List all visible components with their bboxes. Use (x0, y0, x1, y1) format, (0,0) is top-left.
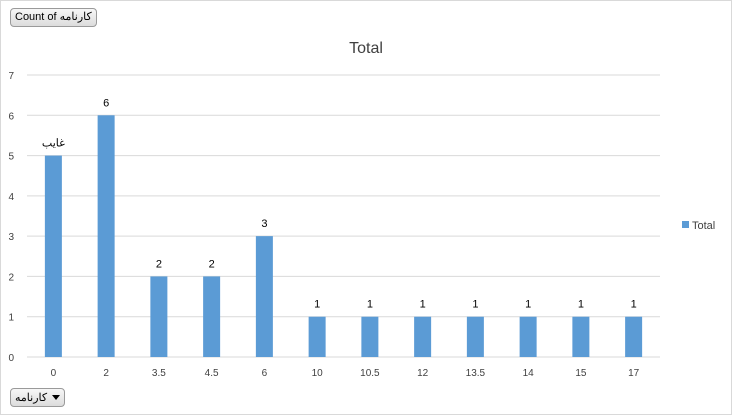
bar[interactable] (255, 236, 273, 357)
data-label: 1 (314, 299, 320, 311)
gridlines (27, 74, 660, 358)
axis-field-label: کارنامه (15, 391, 48, 404)
x-tick-label: 13.5 (466, 368, 486, 379)
bar[interactable] (203, 276, 221, 357)
x-tick-label: 3.5 (152, 368, 166, 379)
chart-title: Total (349, 40, 383, 57)
y-tick-label: 0 (8, 353, 14, 364)
legend-label: Total (692, 220, 715, 232)
bar[interactable] (572, 316, 590, 357)
data-label: 1 (578, 299, 584, 311)
axis-field-button[interactable]: کارنامه (10, 388, 66, 407)
x-tick-label: 14 (523, 368, 535, 379)
legend[interactable]: Total (682, 220, 715, 232)
data-label: 1 (631, 299, 637, 311)
bar[interactable] (308, 316, 326, 357)
value-field-label: Count of کارنامه (15, 11, 92, 23)
data-label: 1 (420, 299, 426, 311)
data-label: 2 (156, 258, 162, 270)
bar[interactable] (361, 316, 379, 357)
x-tick-label: 10.5 (360, 368, 380, 379)
x-axis-ticks: 0 2 3.5 4.5 6 10 10.5 12 13.5 14 15 17 (51, 368, 640, 379)
data-label: 2 (209, 258, 215, 270)
bar[interactable] (414, 316, 432, 357)
y-tick-label: 2 (8, 272, 14, 283)
bars (44, 115, 643, 358)
bar[interactable] (519, 316, 537, 357)
chevron-down-icon[interactable] (52, 395, 61, 400)
y-tick-label: 4 (8, 192, 14, 203)
x-tick-label: 2 (103, 368, 109, 379)
x-tick-label: 6 (262, 368, 268, 379)
x-tick-label: 15 (575, 368, 587, 379)
data-label: 1 (525, 299, 531, 311)
bar[interactable] (625, 316, 643, 357)
y-tick-label: 7 (8, 71, 14, 82)
data-labels: غایب 6 2 2 3 1 1 1 1 1 1 1 (42, 97, 637, 310)
bar[interactable] (97, 115, 115, 358)
x-tick-label: 0 (51, 368, 57, 379)
y-axis-ticks: 0 1 2 3 4 5 6 7 (8, 71, 14, 364)
y-tick-label: 3 (8, 232, 14, 243)
x-tick-label: 10 (312, 368, 324, 379)
y-tick-label: 6 (8, 111, 14, 122)
data-label: 1 (472, 299, 478, 311)
bar[interactable] (44, 155, 62, 357)
x-tick-label: 17 (628, 368, 640, 379)
x-tick-label: 12 (417, 368, 429, 379)
legend-swatch (682, 221, 689, 228)
bar[interactable] (466, 316, 484, 357)
data-label: 6 (103, 97, 109, 109)
x-tick-label: 4.5 (205, 368, 219, 379)
bar[interactable] (150, 276, 168, 357)
value-field-button[interactable]: Count of کارنامه (10, 8, 97, 27)
data-label: 1 (367, 299, 373, 311)
data-label: 3 (261, 218, 267, 230)
y-tick-label: 5 (8, 152, 14, 163)
data-label: غایب (42, 138, 65, 150)
y-tick-label: 1 (8, 313, 14, 324)
